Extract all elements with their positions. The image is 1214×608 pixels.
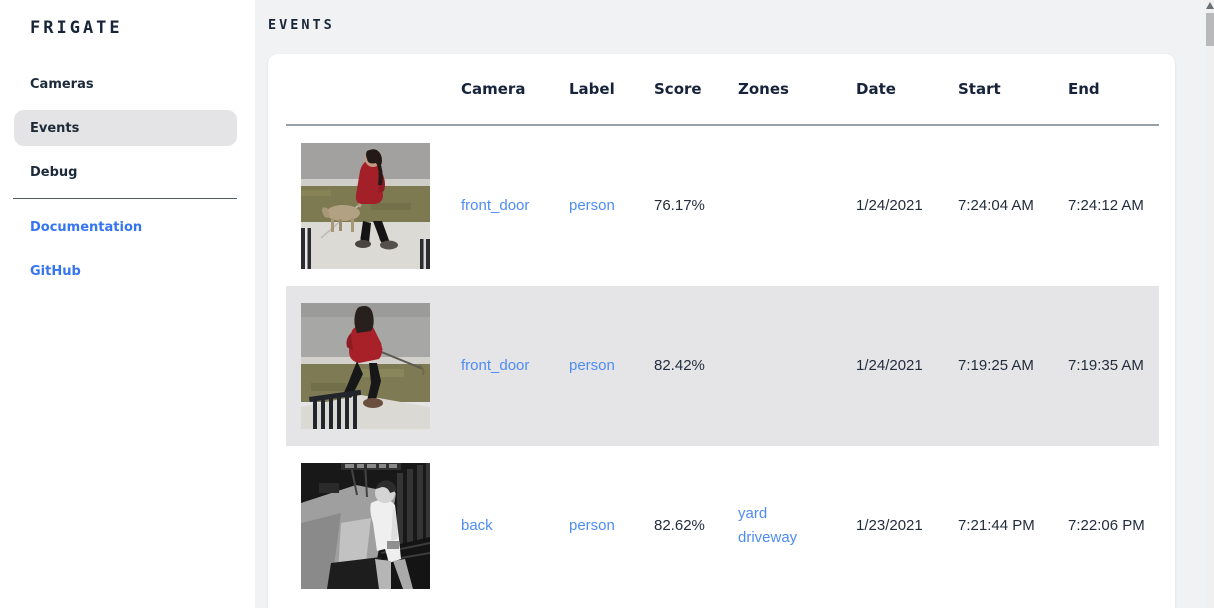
event-thumbnail[interactable] (301, 303, 430, 429)
label-link[interactable]: person (569, 197, 615, 214)
sidebar-divider (13, 198, 237, 199)
end-time-value: 7:24:12 AM (1068, 197, 1144, 214)
camera-link[interactable]: front_door (461, 197, 530, 214)
table-row: front_door person 82.42% 1/24/2021 7:19:… (286, 286, 1159, 446)
scrollbar-thumb[interactable] (1206, 13, 1214, 46)
end-time-value: 7:19:35 AM (1068, 357, 1144, 374)
label-link[interactable]: person (569, 517, 615, 534)
sidebar-link-github[interactable]: GitHub (14, 253, 237, 289)
zone-link[interactable]: yard (738, 505, 768, 522)
column-header-score: Score (654, 80, 702, 98)
sidebar-item-debug[interactable]: Debug (14, 154, 237, 190)
date-value: 1/23/2021 (856, 517, 923, 534)
column-header-end: End (1068, 80, 1100, 98)
sidebar-item-label: Events (30, 120, 80, 136)
sidebar: FRIGATE Cameras Events Debug Documentati… (0, 0, 255, 608)
camera-link[interactable]: front_door (461, 357, 530, 374)
score-value: 82.62% (654, 517, 705, 534)
zone-link[interactable]: driveway (738, 529, 798, 546)
score-value: 76.17% (654, 197, 705, 214)
camera-link[interactable]: back (461, 517, 493, 534)
sidebar-link-documentation[interactable]: Documentation (14, 209, 237, 245)
date-value: 1/24/2021 (856, 357, 923, 374)
table-row: back person 82.62% yard driveway 1/23/20… (286, 446, 1159, 606)
scrollbar-up-arrow-icon[interactable] (1206, 2, 1214, 9)
start-time-value: 7:19:25 AM (958, 357, 1034, 374)
column-header-date: Date (856, 80, 896, 98)
table-header-row: Camera Label Score Zones Date Start End (286, 54, 1159, 126)
sidebar-item-label: Cameras (30, 76, 94, 92)
start-time-value: 7:24:04 AM (958, 197, 1034, 214)
column-header-start: Start (958, 80, 1001, 98)
events-card: Camera Label Score Zones Date Start End (268, 54, 1175, 608)
score-value: 82.42% (654, 357, 705, 374)
sidebar-link-label: GitHub (30, 263, 81, 279)
start-time-value: 7:21:44 PM (958, 517, 1035, 534)
table-row: front_door person 76.17% 1/24/2021 7:24:… (286, 126, 1159, 286)
event-thumbnail[interactable] (301, 143, 430, 269)
sidebar-nav: Cameras Events Debug Documentation GitHu… (0, 66, 255, 289)
column-header-camera: Camera (461, 80, 526, 98)
page-scrollbar[interactable] (1206, 0, 1214, 608)
events-table: Camera Label Score Zones Date Start End (286, 54, 1159, 606)
column-header-label: Label (569, 80, 615, 98)
sidebar-link-label: Documentation (30, 219, 143, 235)
label-link[interactable]: person (569, 357, 615, 374)
date-value: 1/24/2021 (856, 197, 923, 214)
column-header-zones: Zones (738, 80, 789, 98)
page-title: EVENTS (268, 17, 335, 33)
sidebar-item-events[interactable]: Events (14, 110, 237, 146)
sidebar-item-label: Debug (30, 164, 78, 180)
app-title: FRIGATE (30, 18, 123, 38)
event-thumbnail[interactable] (301, 463, 430, 589)
sidebar-item-cameras[interactable]: Cameras (14, 66, 237, 102)
end-time-value: 7:22:06 PM (1068, 517, 1145, 534)
